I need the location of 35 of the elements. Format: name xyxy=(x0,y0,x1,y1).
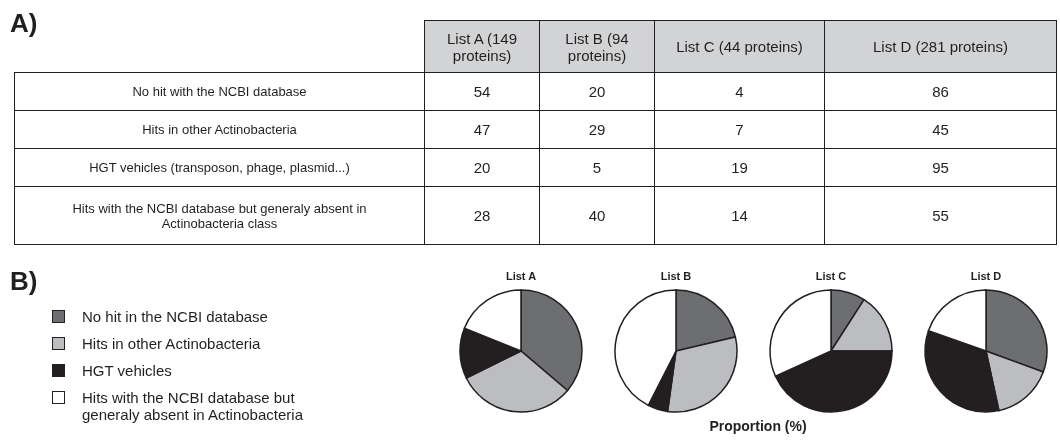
data-label: 7 xyxy=(654,110,825,149)
legend-label: Hits with the NCBI database but generaly absent in Actinobacteria xyxy=(82,389,304,423)
chart-title: List D xyxy=(969,270,1003,284)
data-label: 28 xyxy=(424,186,540,245)
data-label: 14 xyxy=(654,186,825,245)
text: List D (281 proteins) xyxy=(824,20,1057,73)
text: B) xyxy=(10,266,38,297)
text: Proportion (%) xyxy=(708,418,808,434)
category-label: Hits in other Actinobacteria xyxy=(14,110,425,149)
text: A) xyxy=(10,8,38,39)
legend-label: Hits in other Actinobacteria xyxy=(82,335,262,352)
legend-label: No hit in the NCBI database xyxy=(82,308,269,325)
data-label: 20 xyxy=(424,148,540,187)
category-label: HGT vehicles (transposon, phage, plasmid...) xyxy=(14,148,425,187)
data-label: 47 xyxy=(424,110,540,149)
text: List A (149 proteins) xyxy=(424,20,540,73)
data-label: 20 xyxy=(539,72,655,111)
data-label: 55 xyxy=(824,186,1057,245)
chart-title: List A xyxy=(504,270,538,284)
data-label: 4 xyxy=(654,72,825,111)
category-label: No hit with the NCBI database xyxy=(14,72,425,111)
data-label: 86 xyxy=(824,72,1057,111)
data-label: 95 xyxy=(824,148,1057,187)
data-label: 29 xyxy=(539,110,655,149)
data-label: 45 xyxy=(824,110,1057,149)
data-label: 54 xyxy=(424,72,540,111)
chart-title: List B xyxy=(659,270,693,284)
text: List B (94 proteins) xyxy=(539,20,655,73)
chart-title: List C xyxy=(814,270,848,284)
legend-label: HGT vehicles xyxy=(82,362,173,379)
data-label: 40 xyxy=(539,186,655,245)
category-label: Hits with the NCBI database but generaly absent in Actinobacteria class xyxy=(14,186,425,245)
text: List C (44 proteins) xyxy=(654,20,825,73)
data-label: 5 xyxy=(539,148,655,187)
data-label: 19 xyxy=(654,148,825,187)
